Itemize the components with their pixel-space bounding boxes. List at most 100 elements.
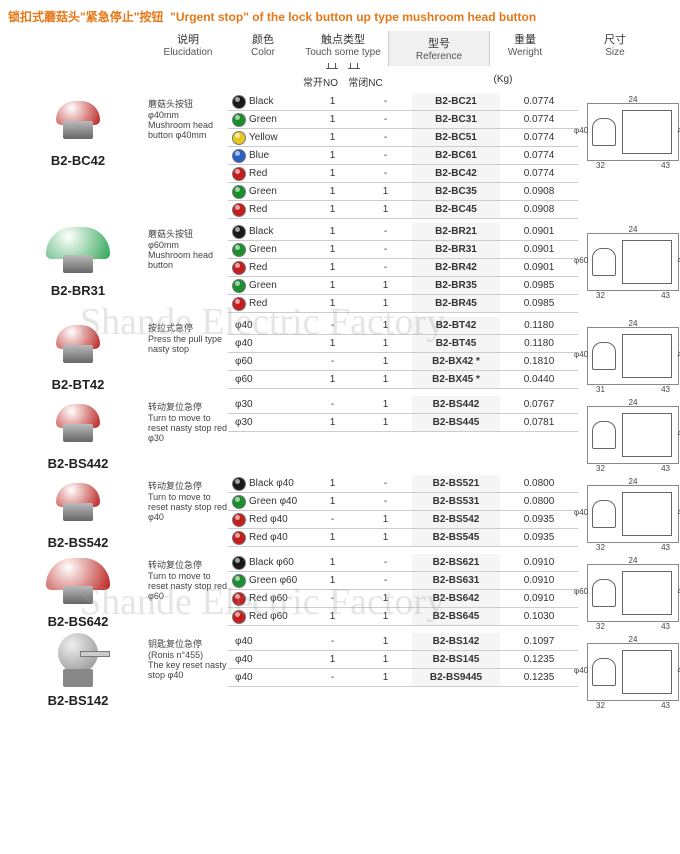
contact-no: 1 <box>306 111 359 129</box>
contact-nc: 1 <box>359 295 412 313</box>
contact-nc: 1 <box>359 608 412 626</box>
hdr-touch-zh: 触点类型 <box>298 31 388 47</box>
weight: 0.0774 <box>500 129 578 147</box>
weight: 0.0774 <box>500 165 578 183</box>
contact-nc: - <box>359 554 412 572</box>
contact-nc: - <box>359 147 412 165</box>
color-name: Green φ40 <box>249 496 297 507</box>
hdr-elucidation-zh: 说明 <box>148 31 228 47</box>
color-name: φ30 <box>235 417 253 428</box>
reference: B2-BR42 <box>412 259 500 277</box>
contact-no: 1 <box>306 259 359 277</box>
color-dot-icon <box>232 261 246 275</box>
weight: 0.0781 <box>500 414 578 432</box>
contact-no: 1 <box>306 414 359 432</box>
color-name: Red <box>249 204 267 215</box>
hdr-color-zh: 颜色 <box>228 31 298 47</box>
contact-nc: 1 <box>359 414 412 432</box>
color-dot-icon <box>232 513 246 527</box>
contact-no: 1 <box>306 295 359 313</box>
weight: 0.0800 <box>500 475 578 493</box>
spec-table: φ30-1B2-BS4420.0767φ3011B2-BS4450.0781 <box>228 396 578 432</box>
size-diagram: 24φ40324340~30 <box>578 475 680 543</box>
color-dot-icon <box>232 203 246 217</box>
color-name: Black φ40 <box>249 478 294 489</box>
table-row: φ3011B2-BS4450.0781 <box>228 414 578 432</box>
thumb-label: B2-BS442 <box>8 456 148 471</box>
reference: B2-BR45 <box>412 295 500 313</box>
table-row: Red11B2-BC450.0908 <box>228 201 578 219</box>
weight: 0.0935 <box>500 511 578 529</box>
hdr-weight-en: Weright <box>490 47 560 58</box>
thumb-label: B2-BS142 <box>8 693 148 708</box>
contact-no: 1 <box>306 651 359 669</box>
table-row: φ40-1B2-BT420.1180 <box>228 317 578 335</box>
weight: 0.0908 <box>500 201 578 219</box>
reference: B2-BS445 <box>412 414 500 432</box>
weight: 0.0985 <box>500 295 578 313</box>
weight: 0.0910 <box>500 554 578 572</box>
hdr-ref-en: Reference <box>399 51 479 62</box>
table-row: φ6011B2-BX45 *0.0440 <box>228 371 578 389</box>
table-row: φ40-1B2-BS1420.1097 <box>228 633 578 651</box>
hdr-no: 常开NO <box>298 74 343 89</box>
color-dot-icon <box>232 243 246 257</box>
weight: 0.1097 <box>500 633 578 651</box>
hdr-size-zh: 尺寸 <box>560 31 670 47</box>
contact-no: 1 <box>306 201 359 219</box>
color-name: Red φ60 <box>249 593 288 604</box>
page-title: 锁扣式蘑菇头"紧急停止"按钮 "Urgent stop" of the lock… <box>8 8 680 25</box>
reference: B2-BS521 <box>412 475 500 493</box>
color-name: Green <box>249 280 277 291</box>
spec-table: φ40-1B2-BT420.1180φ4011B2-BT450.1180φ60-… <box>228 317 578 389</box>
contact-nc: 1 <box>359 201 412 219</box>
color-dot-icon <box>232 113 246 127</box>
size-diagram: 24324340~30 <box>578 396 680 464</box>
reference: B2-BS545 <box>412 529 500 547</box>
weight: 0.0774 <box>500 111 578 129</box>
color-dot-icon <box>232 185 246 199</box>
reference: B2-BC61 <box>412 147 500 165</box>
weight: 0.1180 <box>500 317 578 335</box>
product-group: B2-BS442转动复位急停Turn to move to reset nast… <box>8 396 680 471</box>
table-row: Green φ401-B2-BS5310.0800 <box>228 493 578 511</box>
contact-no: 1 <box>306 183 359 201</box>
contact-nc: 1 <box>359 353 412 371</box>
spec-table: Black1-B2-BR210.0901Green1-B2-BR310.0901… <box>228 223 578 313</box>
color-name: Black <box>249 226 273 237</box>
color-name: φ60 <box>235 356 253 367</box>
color-dot-icon <box>232 131 246 145</box>
contact-no: 1 <box>306 165 359 183</box>
color-name: Red φ40 <box>249 514 288 525</box>
color-dot-icon <box>232 297 246 311</box>
product-thumb: B2-BR31 <box>8 223 148 298</box>
product-desc: 蘑菇头按钮φ60mmMushroom head button <box>148 223 228 270</box>
table-row: φ4011B2-BT450.1180 <box>228 335 578 353</box>
color-name: φ40 <box>235 672 253 683</box>
thumb-label: B2-BS542 <box>8 535 148 550</box>
color-name: φ40 <box>235 654 253 665</box>
title-zh: 锁扣式蘑菇头"紧急停止"按钮 <box>8 10 163 24</box>
weight: 0.0774 <box>500 147 578 165</box>
spec-table: Black φ601-B2-BS6210.0910Green φ601-B2-B… <box>228 554 578 626</box>
table-row: Yellow1-B2-BC510.0774 <box>228 129 578 147</box>
product-thumb: B2-BS542 <box>8 475 148 550</box>
table-row: Red φ60-1B2-BS6420.0910 <box>228 590 578 608</box>
spec-table: Black1-B2-BC210.0774Green1-B2-BC310.0774… <box>228 93 578 219</box>
sub-headers: 常开NO 常闭NC (Kg) <box>8 74 680 89</box>
contact-nc: 1 <box>359 529 412 547</box>
contact-nc: - <box>359 165 412 183</box>
table-row: Black φ601-B2-BS6210.0910 <box>228 554 578 572</box>
reference: B2-BS442 <box>412 396 500 414</box>
contact-nc: 1 <box>359 633 412 651</box>
reference: B2-BS642 <box>412 590 500 608</box>
table-row: Black φ401-B2-BS5210.0800 <box>228 475 578 493</box>
color-dot-icon <box>232 531 246 545</box>
reference: B2-BC21 <box>412 93 500 111</box>
thumb-label: B2-BR31 <box>8 283 148 298</box>
table-row: Green φ601-B2-BS6310.0910 <box>228 572 578 590</box>
reference: B2-BS142 <box>412 633 500 651</box>
table-row: φ4011B2-BS1450.1235 <box>228 651 578 669</box>
color-name: Green <box>249 244 277 255</box>
color-name: φ40 <box>235 338 253 349</box>
